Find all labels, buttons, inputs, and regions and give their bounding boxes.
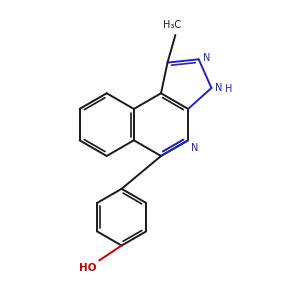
Text: N: N <box>215 83 222 93</box>
Text: N: N <box>191 143 199 153</box>
Text: H: H <box>225 85 232 94</box>
Text: HO: HO <box>79 263 97 274</box>
Text: N: N <box>202 53 210 63</box>
Text: H₃C: H₃C <box>163 20 182 30</box>
